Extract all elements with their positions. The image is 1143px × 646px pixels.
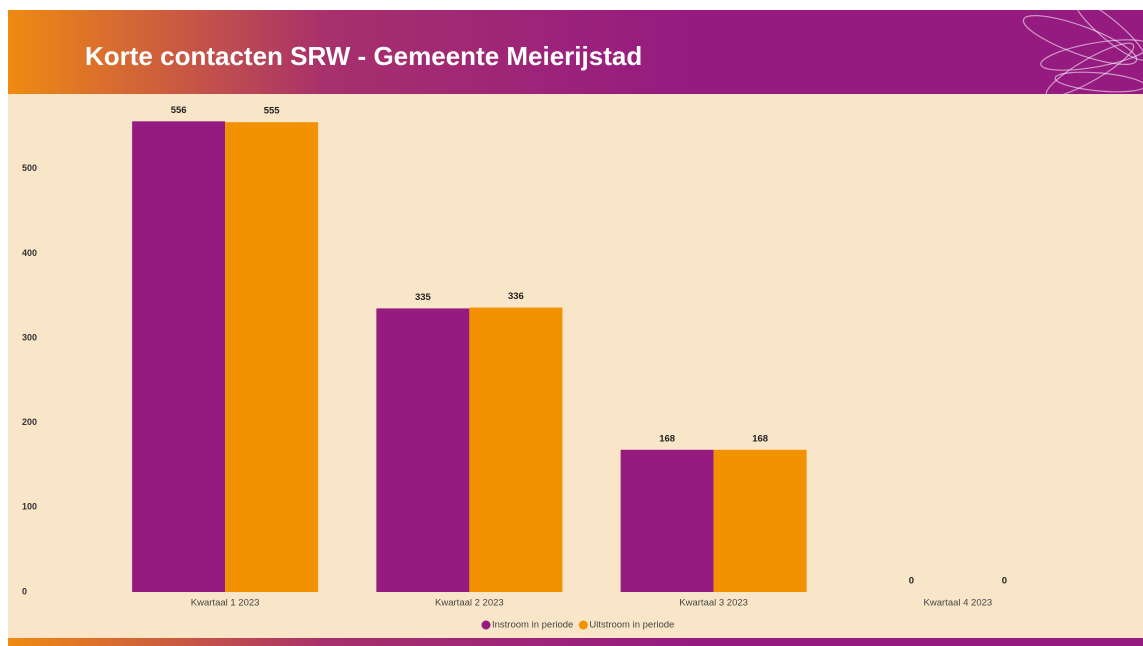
legend-label: Instroom in periode <box>492 620 573 631</box>
value-label: 168 <box>752 433 768 444</box>
value-label: 335 <box>415 292 432 303</box>
y-tick-label: 400 <box>22 248 37 258</box>
value-label: 336 <box>508 291 524 302</box>
bar <box>620 449 714 592</box>
y-tick-label: 500 <box>22 163 37 173</box>
bar <box>132 121 226 593</box>
legend-label: Uitstroom in periode <box>589 620 674 631</box>
bar <box>376 308 470 592</box>
y-tick-label: 300 <box>22 332 37 342</box>
header-band <box>8 10 1143 94</box>
x-tick-label: Kwartaal 1 2023 <box>191 598 260 609</box>
y-tick-label: 0 <box>22 586 27 596</box>
value-label: 555 <box>264 106 281 117</box>
x-tick-label: Kwartaal 3 2023 <box>679 598 748 609</box>
legend-marker <box>578 620 588 630</box>
legend-marker <box>481 620 491 630</box>
value-label: 556 <box>171 105 187 116</box>
bar <box>713 449 807 592</box>
x-tick-label: Kwartaal 2 2023 <box>435 598 504 609</box>
chart-title: Korte contacten SRW - Gemeente Meierijst… <box>85 41 642 71</box>
bar <box>225 122 319 593</box>
value-label: 0 <box>909 576 914 587</box>
footer-band <box>8 638 1143 646</box>
y-tick-label: 200 <box>22 417 37 427</box>
bar <box>469 307 563 592</box>
value-label: 0 <box>1002 576 1007 587</box>
value-label: 168 <box>659 433 675 444</box>
x-tick-label: Kwartaal 4 2023 <box>924 598 993 609</box>
y-tick-label: 100 <box>22 502 37 512</box>
